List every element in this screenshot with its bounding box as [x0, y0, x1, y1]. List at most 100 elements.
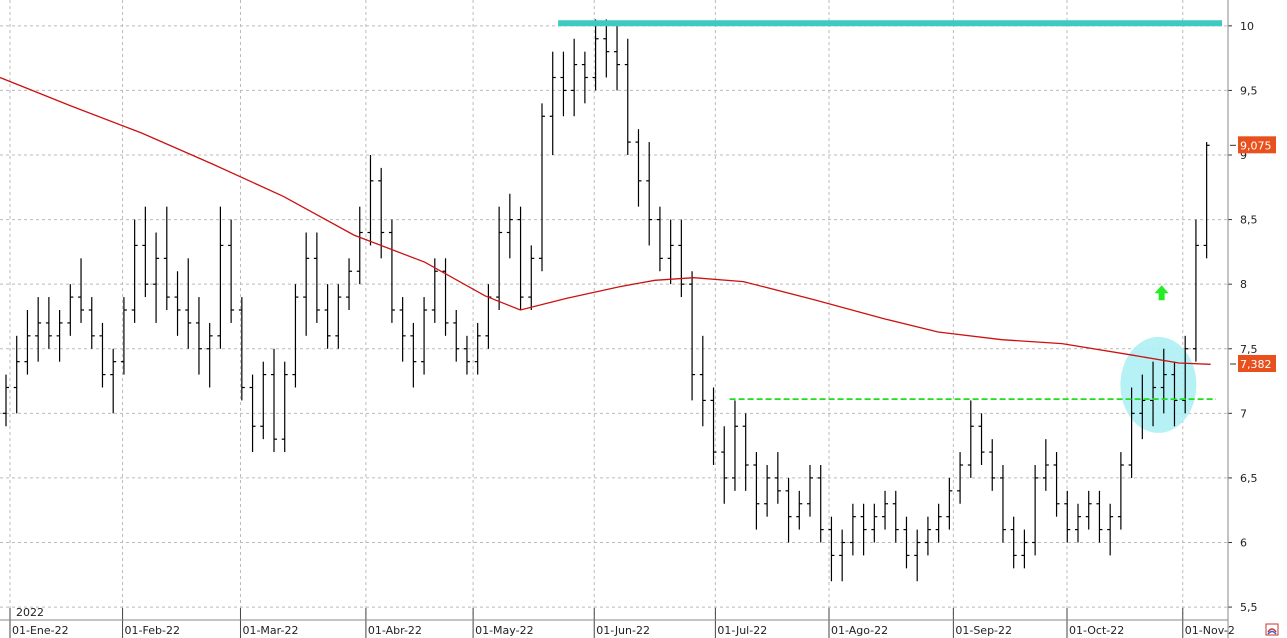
- ohlc-bar: [571, 38, 578, 117]
- ohlc-bar: [1032, 465, 1039, 556]
- price-tag-box: [1238, 136, 1276, 154]
- ohlc-bar: [185, 258, 192, 349]
- ohlc-bar: [710, 387, 717, 465]
- highlight-circle: [1120, 336, 1197, 433]
- ohlc-bar: [903, 516, 910, 569]
- ohlc-bar: [1192, 219, 1199, 362]
- ohlc-bar: [474, 322, 481, 375]
- ohlc-bar: [839, 529, 846, 582]
- ohlc-bar: [978, 413, 985, 465]
- ohlc-bar: [431, 258, 438, 323]
- ohlc-bar: [1139, 374, 1146, 440]
- ohlc-bar: [131, 219, 138, 323]
- ohlc-bar: [313, 232, 320, 323]
- ohlc-bar: [614, 25, 621, 91]
- x-tick-label: 01-Jun-22: [596, 624, 650, 637]
- price-tag-label: 9,075: [1240, 139, 1272, 152]
- ohlc-bar: [1203, 142, 1210, 259]
- ohlc-bar: [453, 310, 460, 362]
- x-tick-label: 01-Feb-22: [125, 624, 180, 637]
- ohlc-bar: [1182, 335, 1189, 414]
- y-tick-label: 8: [1240, 278, 1247, 291]
- ohlc-bar: [271, 348, 277, 453]
- ohlc-bar: [1042, 439, 1049, 491]
- ohlc-bar: [914, 529, 921, 582]
- ohlc-bar: [335, 284, 342, 349]
- x-tick-label: 01-May-22: [475, 624, 533, 637]
- ohlc-bar: [946, 477, 953, 530]
- ohlc-bar: [485, 284, 492, 349]
- ohlc-bar: [1171, 361, 1178, 427]
- ohlc-bar: [796, 490, 803, 530]
- ohlc-bar: [281, 361, 288, 453]
- ohlc-bar: [206, 322, 213, 388]
- ohlc-bar: [260, 361, 267, 440]
- ohlc-bar: [35, 297, 42, 362]
- ohlc-bar: [656, 206, 663, 272]
- ohlc-bar: [774, 452, 781, 504]
- ohlc-bar: [238, 297, 245, 401]
- ohlc-bar: [1085, 490, 1092, 530]
- x-tick-label: 01-Nov-2: [1185, 624, 1235, 637]
- x-tick-label: 01-Ago-22: [831, 624, 888, 637]
- y-tick-label: 7: [1240, 407, 1247, 420]
- ohlc-bar: [999, 465, 1006, 543]
- ohlc-bar: [528, 245, 535, 310]
- y-tick-label: 9,5: [1240, 84, 1258, 97]
- ohlc-bar: [120, 297, 127, 375]
- ohlc-bar: [1117, 452, 1124, 530]
- ohlc-bar: [807, 465, 813, 517]
- x-tick-label: 01-Oct-22: [1069, 624, 1124, 637]
- x-tick-label: 01-Sep-22: [955, 624, 1012, 637]
- ohlc-bar: [753, 452, 760, 530]
- y-tick-label: 6,5: [1240, 472, 1258, 485]
- ohlc-bar: [1075, 503, 1081, 543]
- logo-icon: [1265, 623, 1279, 636]
- ohlc-bar: [67, 284, 74, 336]
- ohlc-bar: [678, 219, 685, 298]
- ohlc-bar: [378, 167, 385, 259]
- ohlc-bar: [646, 142, 653, 246]
- ohlc-bar: [785, 477, 792, 543]
- ohlc-bar: [667, 219, 674, 285]
- ohlc-bar: [174, 271, 181, 336]
- ohlc-bar: [957, 452, 964, 504]
- ohlc-bar: [1150, 361, 1157, 427]
- ohlc-bar: [1053, 452, 1060, 517]
- logo-mark-2: [1267, 630, 1277, 635]
- ohlc-bar: [721, 426, 728, 504]
- ohlc-bar: [539, 103, 545, 272]
- ohlc-bar: [860, 503, 867, 556]
- y-tick-label: 8,5: [1240, 214, 1258, 227]
- ohlc-bar: [764, 465, 771, 517]
- ohlc-bar: [388, 219, 395, 323]
- ohlc-bar: [88, 297, 95, 349]
- y-tick-label: 10: [1240, 20, 1254, 33]
- ohlc-bar: [3, 374, 9, 427]
- ohlc-bar: [346, 258, 353, 310]
- ohlc-bar: [1064, 490, 1071, 543]
- ohlc-bar: [217, 206, 224, 349]
- ohlc-bar: [249, 374, 256, 453]
- year-label: 2022: [16, 606, 44, 619]
- ohlc-bar: [78, 258, 85, 323]
- price-tags: 9,075 7,382: [1230, 136, 1276, 372]
- ohlc-bar: [410, 322, 417, 388]
- price-bars: [3, 19, 1210, 582]
- ohlc-bar: [817, 465, 824, 543]
- moving-average-tag: 7,382: [1230, 354, 1276, 372]
- ohlc-bar: [882, 490, 889, 530]
- ohlc-bar: [463, 335, 470, 375]
- y-tick-label: 9: [1240, 149, 1247, 162]
- y-tick-label: 7,5: [1240, 343, 1258, 356]
- ohlc-bar: [549, 51, 556, 155]
- indicator-lines: [0, 20, 1222, 401]
- x-tick-label: 01-Abr-22: [368, 624, 422, 637]
- ohlc-bar: [195, 297, 202, 375]
- ohlc-bar: [356, 206, 363, 285]
- ohlc-bar: [624, 38, 631, 155]
- last-price-tag: 9,075: [1230, 136, 1276, 154]
- x-tick-label: 01-Jul-22: [717, 624, 767, 637]
- x-tick-label: 01-Ene-22: [12, 624, 69, 637]
